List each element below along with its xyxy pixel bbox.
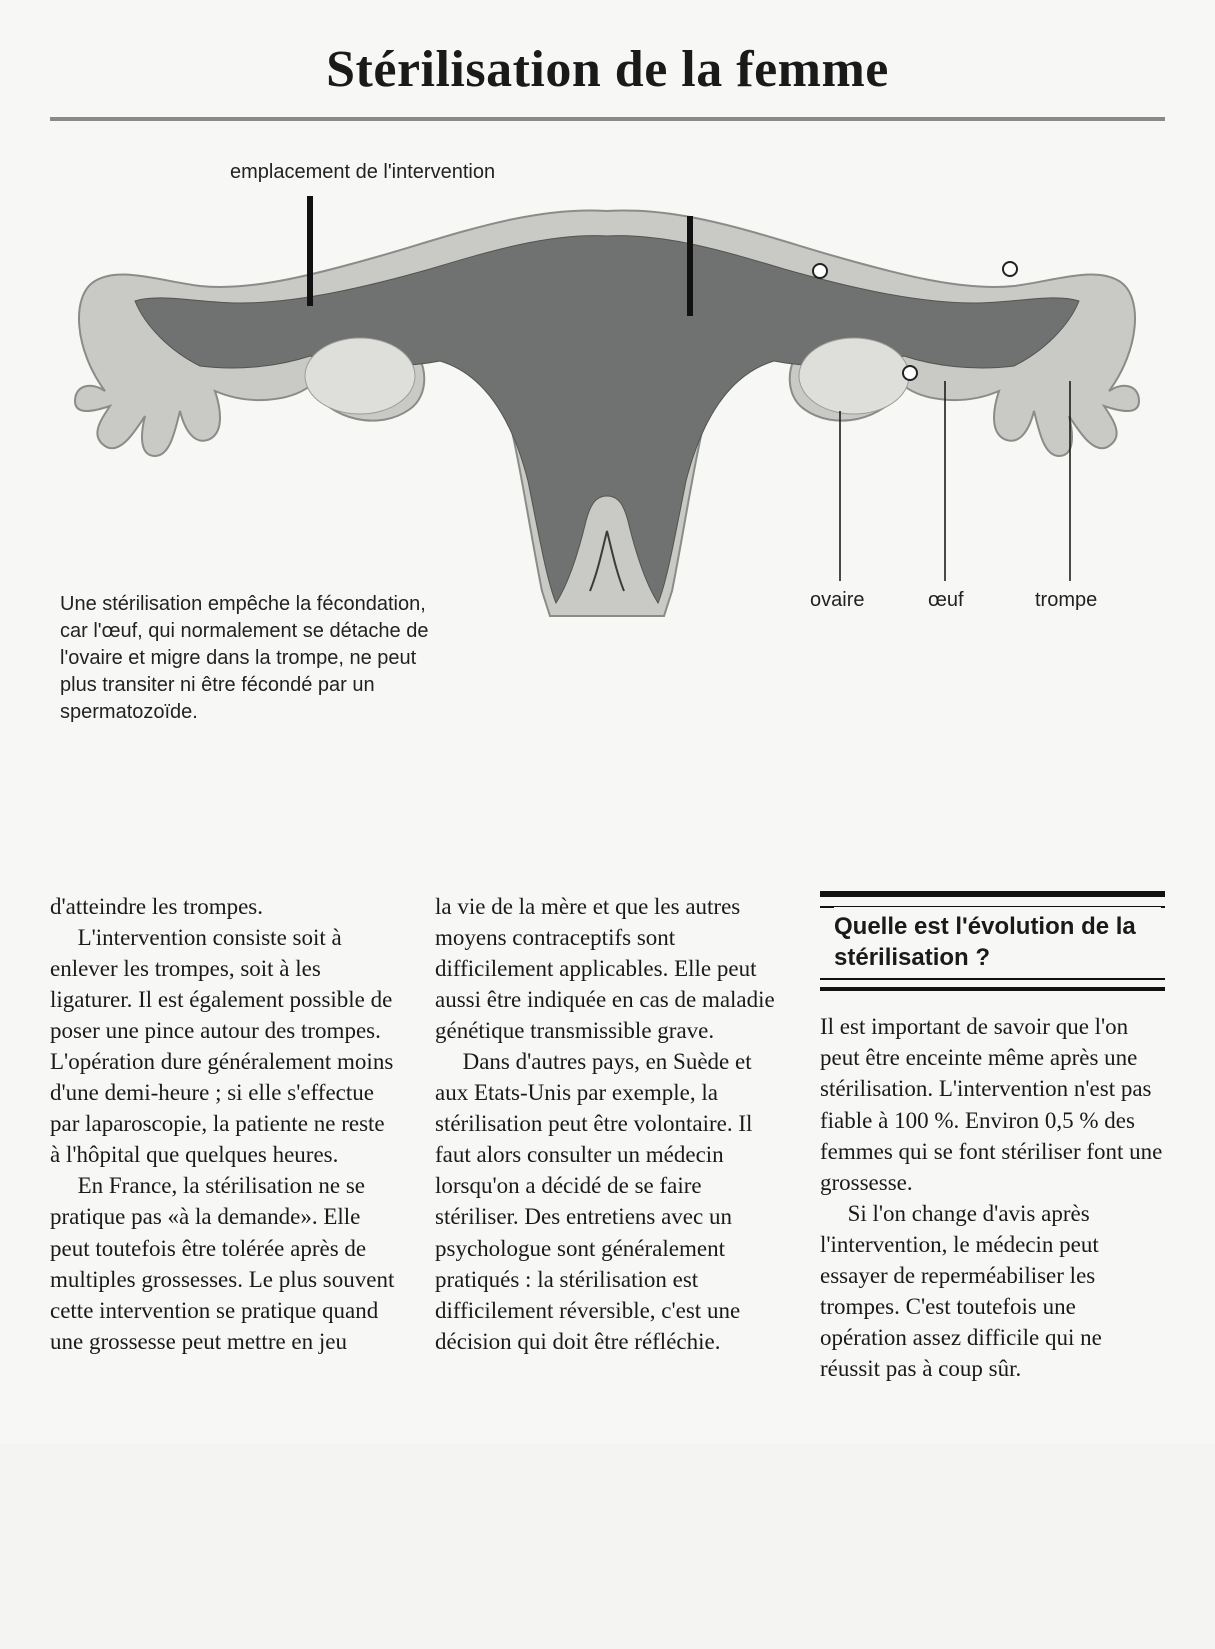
ovary-left [305,338,415,414]
egg-3 [903,366,917,380]
col2-p1: la vie de la mère et que les autres moye… [435,891,780,1046]
body-columns: d'atteindre les trompes. L'intervention … [50,891,1165,1384]
title-rule [50,117,1165,121]
label-trompe: trompe [1035,589,1097,612]
col1-p3: En France, la stérilisation ne se pratiq… [50,1170,395,1356]
label-oeuf: œuf [928,589,964,612]
diagram-svg [50,151,1165,621]
label-ovaire: ovaire [810,589,864,612]
diagram-caption: Une stérilisation empêche la fécondation… [60,591,440,726]
page-title: Stérilisation de la femme [50,40,1165,99]
sidebar-heading-box: Quelle est l'évolution de la stérilisati… [820,891,1165,991]
column-3: Quelle est l'évolution de la stérilisati… [820,891,1165,1384]
col3-p2: Si l'on change d'avis après l'interventi… [820,1198,1165,1384]
col1-p1: d'atteindre les trompes. [50,891,395,922]
column-1: d'atteindre les trompes. L'intervention … [50,891,395,1384]
col2-p2: Dans d'autres pays, en Suède et aux Etat… [435,1046,780,1356]
anatomy-diagram: emplacement de l'intervention ova [50,151,1165,771]
egg-2 [1003,262,1017,276]
column-2: la vie de la mère et que les autres moye… [435,891,780,1384]
col3-p1: Il est important de savoir que l'on peut… [820,1011,1165,1197]
egg-1 [813,264,827,278]
document-page: Stérilisation de la femme emplacement de… [0,0,1215,1444]
sidebar-heading: Quelle est l'évolution de la stérilisati… [834,907,1161,977]
ovary-right [799,338,909,414]
col1-p2: L'intervention consiste soit à enlever l… [50,922,395,1170]
